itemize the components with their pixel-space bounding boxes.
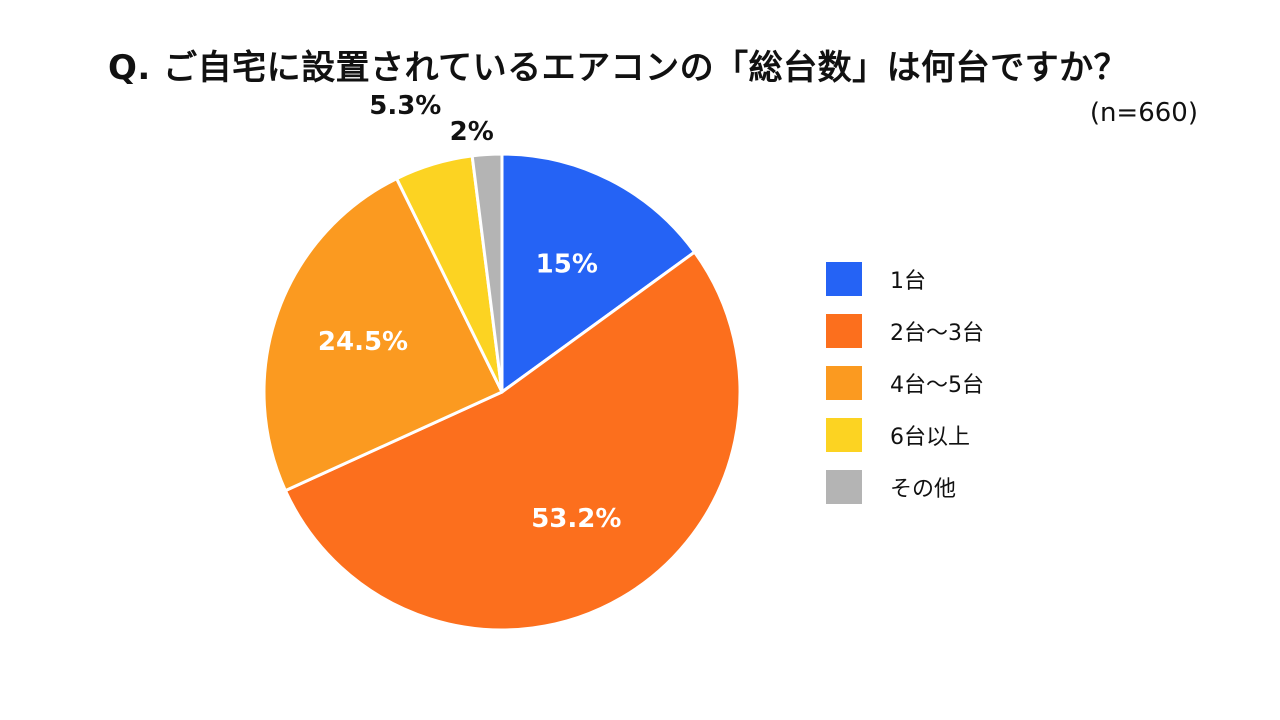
legend-item-3: 4台～5台 bbox=[826, 366, 984, 400]
legend-swatch-5 bbox=[826, 470, 862, 504]
pie-slice-2 bbox=[283, 250, 742, 632]
sample-size: (n=660) bbox=[1089, 98, 1198, 128]
pie-label-4: 5.3% bbox=[369, 91, 441, 121]
pie-label-2: 53.2% bbox=[531, 504, 621, 534]
legend-item-1: 1台 bbox=[826, 262, 984, 296]
legend-swatch-3 bbox=[826, 366, 862, 400]
legend-label-4: 6台以上 bbox=[890, 425, 970, 450]
legend-item-2: 2台～3台 bbox=[826, 314, 984, 348]
chart-title: Q. ご自宅に設置されているエアコンの「総台数」は何台ですか？ bbox=[108, 48, 1129, 88]
legend-item-4: 6台以上 bbox=[826, 418, 984, 452]
legend-swatch-1 bbox=[826, 262, 862, 296]
legend-swatch-2 bbox=[826, 314, 862, 348]
pie-label-1: 15% bbox=[536, 249, 598, 279]
pie-slice-1 bbox=[500, 152, 697, 394]
legend-label-1: 1台 bbox=[890, 269, 926, 294]
legend-label-5: その他 bbox=[890, 477, 957, 502]
pie-label-3: 24.5% bbox=[318, 327, 408, 357]
pie-slice-3 bbox=[262, 177, 504, 493]
legend-label-2: 2台～3台 bbox=[890, 321, 984, 346]
pie-label-5: 2% bbox=[450, 117, 494, 147]
legend: 1台 2台～3台 4台～5台 6台以上 その他 bbox=[826, 262, 984, 522]
pie-slice-5 bbox=[470, 152, 504, 394]
legend-swatch-4 bbox=[826, 418, 862, 452]
legend-item-5: その他 bbox=[826, 470, 984, 504]
legend-label-3: 4台～5台 bbox=[890, 373, 984, 398]
